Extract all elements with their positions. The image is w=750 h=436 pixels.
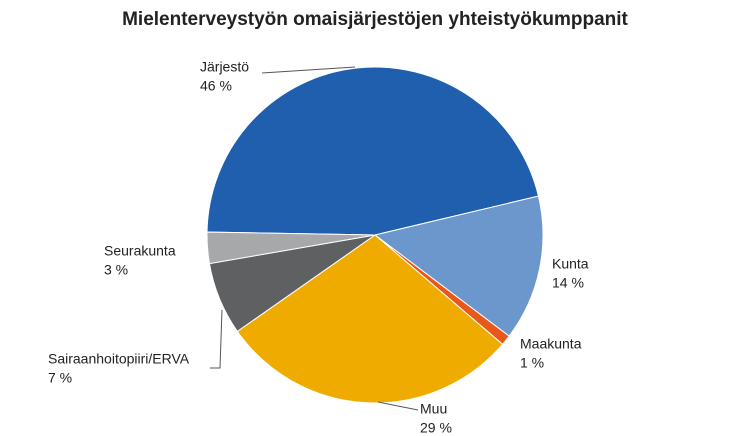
slice-value-label: 29 % <box>420 420 452 436</box>
slice-label: Muu <box>420 401 447 417</box>
slice-label: Sairaanhoitopiiri/ERVA <box>48 351 190 367</box>
pie-slice <box>236 234 504 404</box>
slice-label: Seurakunta <box>104 243 176 259</box>
pie-slice <box>206 231 376 265</box>
leader-line <box>210 309 223 369</box>
leader-line <box>261 66 356 74</box>
slice-label: Järjestö <box>200 59 249 75</box>
slice-label: Kunta <box>552 256 589 272</box>
slice-value-label: 7 % <box>48 370 72 386</box>
slice-value-label: 3 % <box>104 262 128 278</box>
slice-value-label: 1 % <box>520 355 544 371</box>
pie-slice <box>373 195 544 337</box>
slice-value-label: 14 % <box>552 275 584 291</box>
pie-slice <box>206 66 540 236</box>
leader-line <box>377 401 419 411</box>
slice-value-label: 46 % <box>200 78 232 94</box>
chart-title: Mielenterveystyön omaisjärjestöjen yhtei… <box>122 9 628 30</box>
slice-label: Maakunta <box>520 336 582 352</box>
